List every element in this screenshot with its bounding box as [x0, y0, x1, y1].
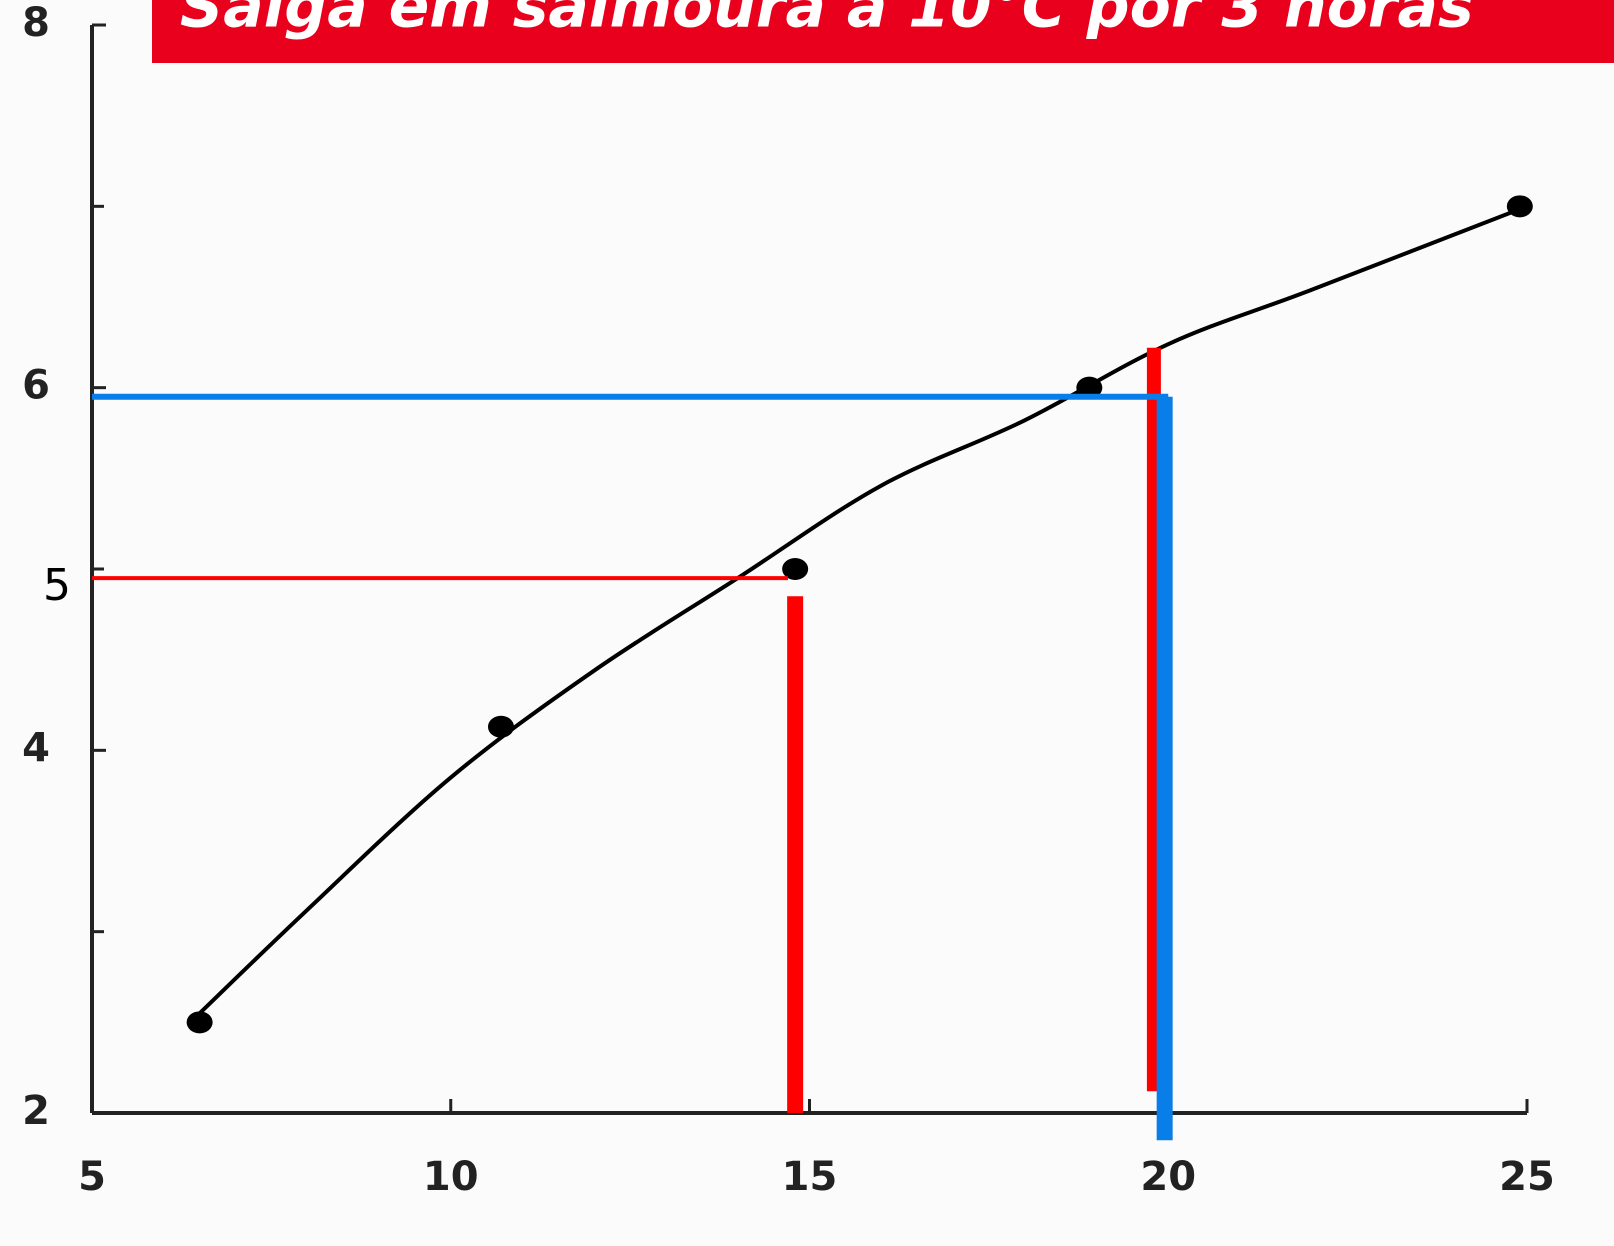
data-point: [186, 1011, 213, 1034]
chart-title: Salga em salmoura a 10°C por 3 horas: [180, 0, 1474, 42]
x-tick-label: 25: [1499, 1154, 1555, 1200]
data-point: [487, 715, 514, 738]
y-tick-label: 6: [22, 363, 50, 409]
x-tick-label: 10: [423, 1154, 479, 1200]
data-point: [1506, 195, 1533, 218]
fit-curve: [198, 204, 1528, 1015]
x-tick-label: 5: [78, 1154, 106, 1200]
y-tick-label: 2: [22, 1088, 50, 1134]
annotation-label: 5: [43, 560, 71, 611]
y-tick-label: 8: [22, 0, 50, 46]
y-tick-label: 4: [22, 725, 50, 771]
data-point: [782, 558, 809, 580]
title-banner: [152, 0, 1614, 63]
x-tick-label: 15: [782, 1154, 838, 1200]
x-tick-label: 20: [1140, 1154, 1196, 1200]
data-point: [1076, 376, 1103, 399]
